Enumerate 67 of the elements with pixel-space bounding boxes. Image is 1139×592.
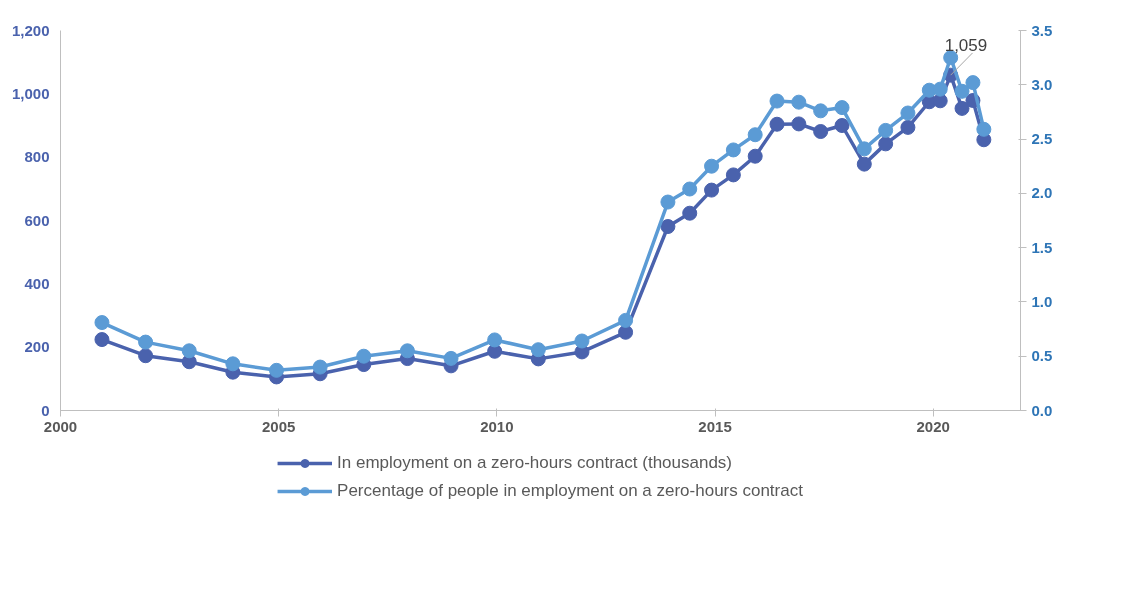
point: [965, 75, 981, 91]
point: [487, 332, 503, 348]
point: [834, 100, 850, 116]
point: [225, 356, 241, 372]
point: [725, 167, 741, 183]
y2-tick-label: 2.5: [1031, 130, 1053, 148]
y2-tick-label: 0.5: [1031, 347, 1053, 365]
point: [878, 122, 894, 138]
point: [399, 343, 415, 359]
point: [660, 194, 676, 210]
point: [954, 83, 970, 99]
y2-tick-label: 3.5: [1031, 21, 1053, 39]
y-tick-label: 800: [24, 148, 50, 166]
point: [791, 116, 807, 132]
point: [747, 148, 763, 164]
point: [138, 334, 154, 350]
x-tick-label: 2005: [262, 417, 296, 435]
point: [618, 312, 634, 328]
x-tick-label: 2000: [43, 417, 78, 435]
point: [269, 362, 284, 378]
y-tick-label: 1,000: [11, 84, 50, 102]
point: [856, 156, 872, 172]
y2-tick-label: 2.0: [1031, 184, 1053, 202]
point: [725, 142, 741, 158]
x-tick-label: 2010: [480, 417, 514, 435]
point: [856, 141, 872, 157]
legend-label: In employment on a zero-hours contract (thousands): [337, 452, 733, 473]
point: [900, 105, 916, 121]
annotation: 1,059: [944, 36, 988, 56]
y-tick-label: 600: [24, 211, 50, 229]
x-tick-label: 2015: [698, 417, 732, 435]
point: [138, 348, 154, 364]
y2-tick-label: 3.0: [1031, 75, 1053, 93]
point: [954, 100, 970, 116]
point: [682, 205, 698, 221]
point: [530, 342, 546, 358]
point: [976, 121, 992, 137]
point: [574, 333, 590, 349]
point: [834, 118, 850, 133]
point: [813, 124, 829, 139]
point: [704, 158, 720, 174]
point: [181, 343, 197, 359]
point: [356, 348, 372, 364]
point: [769, 116, 785, 132]
point: [900, 119, 916, 135]
y2-tick-label: 0.0: [1031, 401, 1053, 419]
point: [769, 93, 785, 109]
point: [94, 332, 110, 348]
point: [312, 359, 328, 375]
point: [660, 219, 676, 234]
y-tick-label: 0: [41, 401, 50, 419]
point: [813, 103, 829, 119]
legend-label: Percentage of people in employment on a zero-hours contract: [337, 480, 803, 501]
y2-tick-label: 1.0: [1031, 292, 1053, 310]
y-tick-label: 400: [24, 274, 50, 292]
point: [94, 315, 110, 331]
point: [878, 136, 894, 152]
point: [747, 127, 763, 143]
y-tick-label: 1,200: [11, 21, 50, 39]
y-tick-label: 200: [24, 338, 50, 356]
point: [932, 81, 948, 97]
point: [704, 182, 720, 198]
x-tick-label: 2020: [916, 417, 950, 435]
point: [791, 94, 807, 110]
y2-tick-label: 1.5: [1031, 238, 1053, 256]
point: [443, 350, 459, 366]
point: [682, 181, 698, 197]
